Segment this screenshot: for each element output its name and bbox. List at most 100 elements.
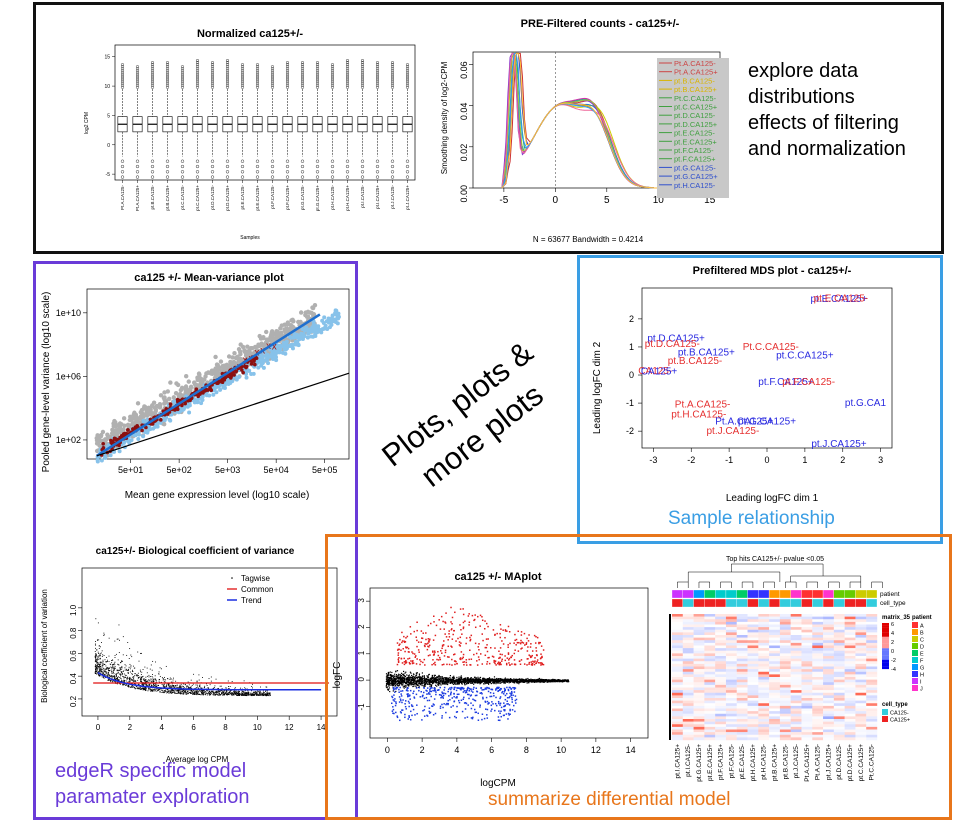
outlier-point xyxy=(315,164,320,169)
mds-point-label: pt.C.CA125+ xyxy=(776,350,834,361)
tagwise-point xyxy=(203,693,205,695)
tagwise-point xyxy=(123,677,125,679)
tagwise-point xyxy=(191,685,193,686)
tagwise-point xyxy=(209,684,211,686)
tagwise-point xyxy=(155,688,157,690)
tagwise-point xyxy=(113,676,115,677)
tagwise-point xyxy=(138,688,140,690)
tagwise-point xyxy=(261,694,263,696)
gene-point xyxy=(479,683,481,685)
gene-point xyxy=(198,376,203,381)
tagwise-point xyxy=(148,684,150,686)
tagwise-point xyxy=(195,690,197,692)
gene-point xyxy=(413,685,415,687)
tagwise-point xyxy=(166,692,168,694)
gene-point xyxy=(431,680,434,682)
tagwise-point xyxy=(97,664,99,666)
tagwise-point xyxy=(105,668,107,670)
tagwise-point xyxy=(152,660,154,662)
outlier-point xyxy=(270,85,274,89)
tagwise-point xyxy=(269,694,271,696)
tagwise-point xyxy=(196,694,198,696)
outlier-point xyxy=(391,85,395,89)
tagwise-point xyxy=(140,652,141,654)
tagwise-point xyxy=(144,679,146,681)
gene-point xyxy=(235,354,240,359)
tagwise-point xyxy=(265,691,267,692)
tagwise-point xyxy=(196,681,198,683)
gene-point xyxy=(121,440,126,445)
tagwise-point xyxy=(110,666,112,668)
tagwise-point xyxy=(107,673,109,675)
outlier-point xyxy=(195,71,199,75)
outlier-point xyxy=(405,159,410,163)
gene-point xyxy=(484,683,486,685)
gene-point xyxy=(493,676,496,678)
tagwise-point xyxy=(152,684,154,686)
outlier-point xyxy=(135,159,140,163)
tagwise-point xyxy=(191,690,193,692)
tagwise-point xyxy=(132,686,134,688)
gene-point xyxy=(401,678,403,680)
tagwise-point xyxy=(201,689,203,691)
gene-point xyxy=(163,400,168,405)
tagwise-point xyxy=(139,686,141,688)
tagwise-point xyxy=(133,676,135,677)
gene-point xyxy=(487,678,489,680)
x-tick-label: 4 xyxy=(159,723,164,732)
tagwise-point xyxy=(250,694,252,696)
outlier-point xyxy=(316,65,320,69)
tagwise-point xyxy=(190,689,192,691)
outlier-point xyxy=(316,81,320,85)
gene-point xyxy=(123,431,127,436)
gene-point xyxy=(387,688,389,690)
gene-point xyxy=(410,680,412,682)
tagwise-point xyxy=(103,634,105,636)
tagwise-point xyxy=(159,688,161,690)
chart-title: PRE-Filtered counts - ca125+/- xyxy=(521,18,680,30)
tagwise-point xyxy=(159,667,161,669)
gene-point xyxy=(95,433,100,438)
tagwise-point xyxy=(147,681,149,683)
outlier-point xyxy=(390,175,395,179)
tagwise-point xyxy=(96,669,98,671)
tagwise-point xyxy=(179,685,181,687)
tagwise-point xyxy=(103,632,105,634)
tagwise-point xyxy=(231,693,232,695)
tagwise-point xyxy=(137,687,139,689)
tagwise-point xyxy=(171,690,172,692)
tagwise-point xyxy=(195,692,197,693)
outlier-point xyxy=(255,85,259,89)
tagwise-point xyxy=(267,694,269,695)
gene-point xyxy=(283,351,288,356)
outlier-point xyxy=(121,83,125,87)
gene-point xyxy=(329,322,334,327)
tagwise-point xyxy=(173,685,175,687)
tagwise-point xyxy=(151,690,153,692)
tagwise-point xyxy=(192,683,194,685)
tagwise-point xyxy=(137,679,139,681)
gene-point xyxy=(396,683,398,685)
outlier-point xyxy=(376,69,380,73)
tagwise-point xyxy=(119,674,121,676)
gene-point xyxy=(386,679,388,681)
density-line xyxy=(501,52,659,189)
tagwise-point xyxy=(187,693,189,694)
tagwise-point xyxy=(148,679,150,680)
tagwise-point xyxy=(262,690,264,692)
tagwise-point xyxy=(113,662,115,664)
tagwise-point xyxy=(119,683,121,685)
gene-point xyxy=(117,443,121,448)
tagwise-point xyxy=(103,672,105,674)
tagwise-point xyxy=(128,668,129,670)
tagwise-point xyxy=(170,692,172,694)
tagwise-point xyxy=(163,684,165,686)
outlier-point xyxy=(361,71,365,75)
tagwise-point xyxy=(134,683,136,685)
tagwise-point xyxy=(125,674,127,676)
tagwise-point xyxy=(117,664,119,665)
x-tick-label: 3 xyxy=(878,455,883,465)
outlier-point xyxy=(210,67,214,71)
y-tick-label: 1e+06 xyxy=(56,371,81,381)
outlier-point xyxy=(255,73,259,77)
